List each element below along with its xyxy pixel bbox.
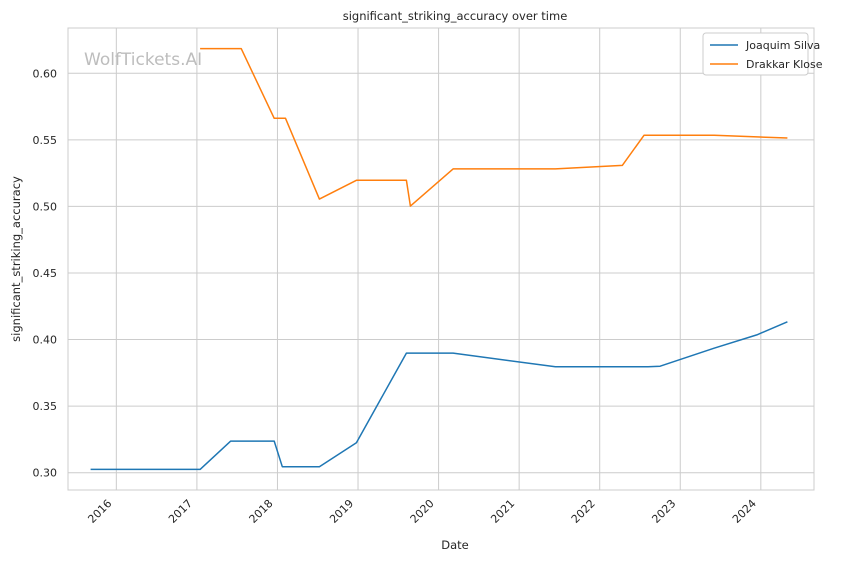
y-axis-title: significant_striking_accuracy [9, 176, 23, 342]
legend-label-joaquim-silva: Joaquim Silva [745, 39, 820, 52]
series-layer [90, 47, 788, 471]
series-line-joaquim-silva [90, 321, 788, 471]
x-tick-label: 2021 [488, 497, 517, 526]
x-axis-ticks: 2016 2017 2018 2019 2020 2021 2022 2023 2024 [85, 497, 758, 526]
y-tick-label: 0.50 [33, 200, 58, 213]
x-tick-label: 2017 [166, 497, 195, 526]
x-tick-label: 2019 [327, 497, 356, 526]
y-tick-label: 0.35 [33, 400, 58, 413]
grid [68, 28, 814, 490]
x-axis-title: Date [441, 538, 469, 552]
y-tick-label: 0.45 [33, 267, 58, 280]
x-tick-label: 2022 [569, 497, 598, 526]
watermark: WolfTickets.AI [84, 50, 202, 70]
legend: Joaquim Silva Drakkar Klose [702, 32, 823, 76]
x-tick-label: 2020 [408, 497, 437, 526]
y-axis-ticks: 0.30 0.35 0.40 0.45 0.50 0.55 0.60 [33, 67, 58, 479]
plot-area [67, 27, 815, 491]
y-tick-label: 0.55 [33, 134, 58, 147]
x-tick-label: 2016 [85, 497, 114, 526]
y-tick-label: 0.30 [33, 467, 58, 480]
x-tick-label: 2024 [730, 497, 759, 526]
series-line-drakkar-klose [200, 47, 788, 207]
y-tick-label: 0.60 [33, 67, 58, 80]
x-tick-label: 2018 [247, 497, 276, 526]
x-tick-label: 2023 [649, 497, 678, 526]
y-tick-label: 0.40 [33, 334, 58, 347]
chart-title: significant_striking_accuracy over time [343, 9, 568, 23]
legend-label-drakkar-klose: Drakkar Klose [746, 58, 823, 71]
